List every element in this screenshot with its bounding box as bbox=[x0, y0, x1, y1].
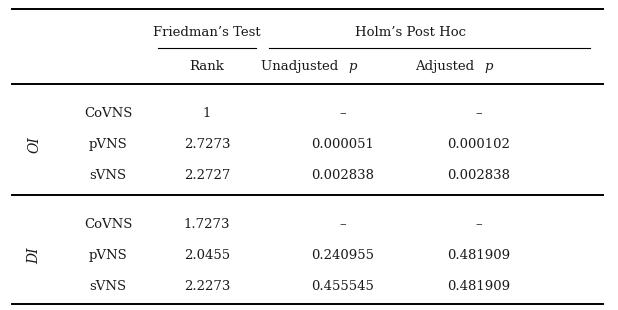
Text: Unadjusted: Unadjusted bbox=[261, 60, 343, 73]
Text: –: – bbox=[476, 218, 482, 231]
Text: 2.2273: 2.2273 bbox=[184, 280, 231, 293]
Text: CoVNS: CoVNS bbox=[84, 107, 132, 120]
Text: Friedman’s Test: Friedman’s Test bbox=[153, 26, 261, 39]
Text: Adjusted: Adjusted bbox=[415, 60, 479, 73]
Text: 0.481909: 0.481909 bbox=[447, 280, 510, 293]
Text: –: – bbox=[340, 107, 346, 120]
Text: 0.002838: 0.002838 bbox=[447, 169, 510, 182]
Text: 2.7273: 2.7273 bbox=[184, 138, 231, 151]
Text: 2.0455: 2.0455 bbox=[184, 249, 230, 262]
Text: CoVNS: CoVNS bbox=[84, 218, 132, 231]
Text: –: – bbox=[340, 218, 346, 231]
Text: 2.2727: 2.2727 bbox=[184, 169, 231, 182]
Text: p: p bbox=[484, 60, 493, 73]
Text: pVNS: pVNS bbox=[89, 249, 127, 262]
Text: 0.481909: 0.481909 bbox=[447, 249, 510, 262]
Text: sVNS: sVNS bbox=[90, 169, 127, 182]
Text: –: – bbox=[476, 107, 482, 120]
Text: sVNS: sVNS bbox=[90, 280, 127, 293]
Text: 0.240955: 0.240955 bbox=[311, 249, 375, 262]
Text: 0.455545: 0.455545 bbox=[311, 280, 375, 293]
Text: 0.000102: 0.000102 bbox=[447, 138, 510, 151]
Text: 1.7273: 1.7273 bbox=[184, 218, 231, 231]
Text: 0.000051: 0.000051 bbox=[311, 138, 375, 151]
Text: 0.002838: 0.002838 bbox=[311, 169, 375, 182]
Text: OI: OI bbox=[27, 136, 41, 153]
Text: 1: 1 bbox=[203, 107, 211, 120]
Text: Rank: Rank bbox=[190, 60, 224, 73]
Text: DI: DI bbox=[27, 247, 41, 264]
Text: Holm’s Post Hoc: Holm’s Post Hoc bbox=[355, 26, 467, 39]
Text: pVNS: pVNS bbox=[89, 138, 127, 151]
Text: p: p bbox=[348, 60, 357, 73]
